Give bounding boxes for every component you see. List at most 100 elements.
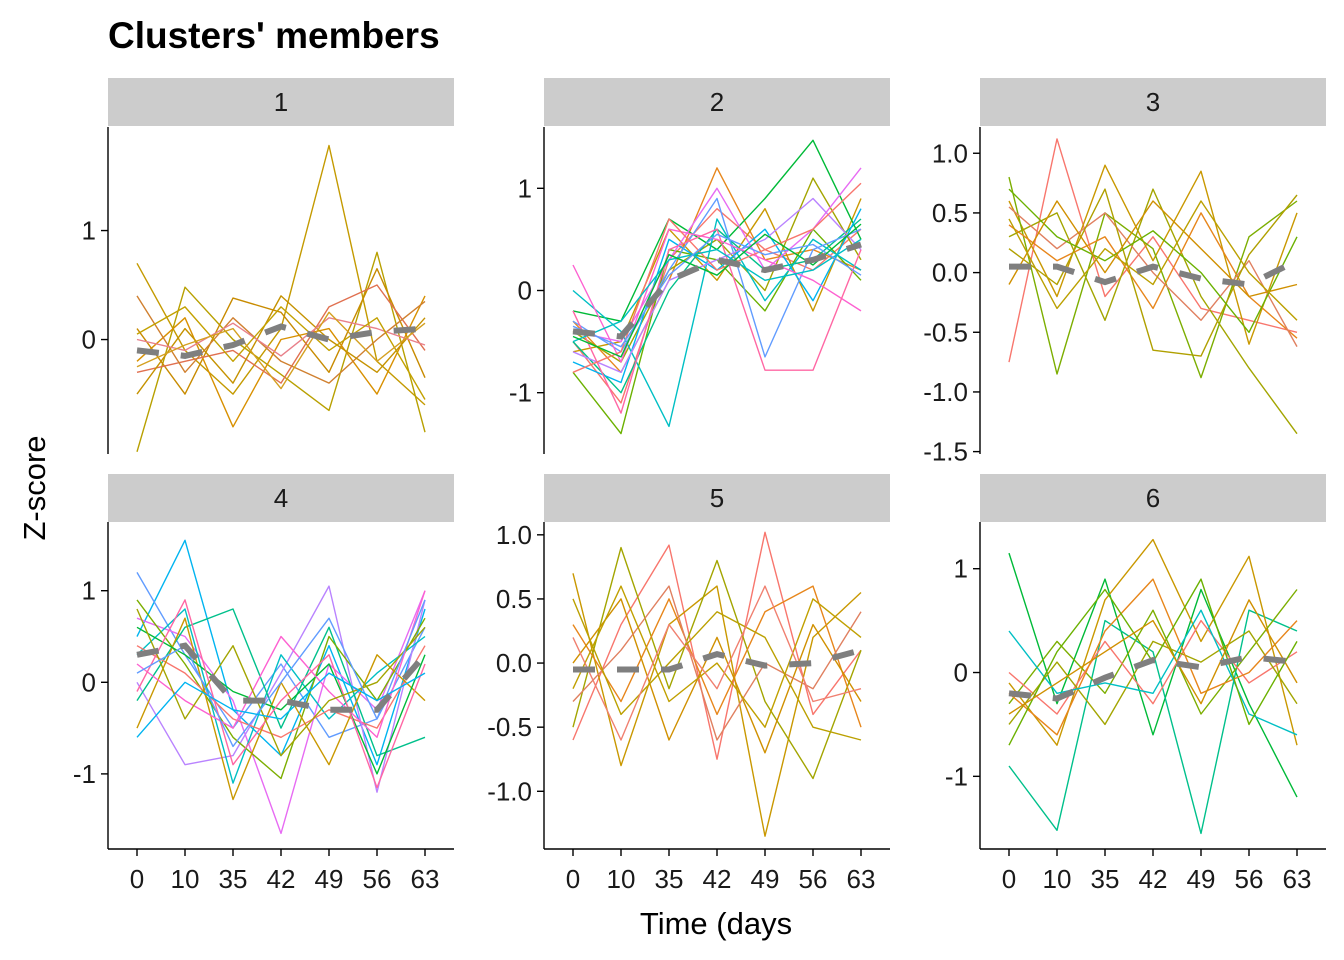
cluster-center-line xyxy=(136,323,426,359)
member-series-line xyxy=(572,228,862,414)
x-tick-label: 63 xyxy=(1283,864,1312,894)
member-series-line xyxy=(1008,188,1298,357)
member-series-line xyxy=(136,608,426,757)
member-series-line xyxy=(136,599,426,789)
member-series-line xyxy=(1008,552,1298,798)
member-series-line xyxy=(1008,188,1298,435)
x-tick-label: 49 xyxy=(1187,864,1216,894)
member-series-line xyxy=(572,585,862,728)
member-series-line xyxy=(1008,200,1298,298)
y-tick-label: 0 xyxy=(518,276,532,306)
y-tick-label: 0.5 xyxy=(932,198,968,228)
facet-panel-2: 2 -1 0 1 xyxy=(509,78,890,454)
y-tick-label: 0.0 xyxy=(932,258,968,288)
y-tick-label: 0.5 xyxy=(496,584,532,614)
x-tick-label: 63 xyxy=(411,864,440,894)
x-tick-label: 49 xyxy=(751,864,780,894)
facet-strip-label: 4 xyxy=(274,483,288,513)
member-series-line xyxy=(572,228,862,363)
y-tick-label: 1.0 xyxy=(932,138,968,168)
member-series-line xyxy=(136,295,426,384)
facet-panel-1: 1 0 1 xyxy=(82,78,454,454)
y-tick-label: 1 xyxy=(954,554,968,584)
x-tick-label: 0 xyxy=(566,864,580,894)
x-tick-label: 42 xyxy=(1139,864,1168,894)
y-tick-label: -1 xyxy=(73,759,96,789)
member-series-line xyxy=(572,233,862,348)
x-tick-label: 56 xyxy=(799,864,828,894)
member-series-line xyxy=(572,223,862,358)
member-series-line xyxy=(572,197,862,373)
y-tick-label: -1 xyxy=(945,761,968,791)
cluster-center-line xyxy=(572,241,862,340)
x-tick-label: 56 xyxy=(1235,864,1264,894)
member-series-line xyxy=(1008,589,1298,715)
member-series-line xyxy=(572,218,862,428)
y-tick-label: -0.5 xyxy=(923,317,968,347)
x-tick-label: 63 xyxy=(847,864,876,894)
x-tick-label: 35 xyxy=(1091,864,1120,894)
member-series-line xyxy=(136,295,426,395)
member-series-line xyxy=(1008,138,1298,363)
member-series-line xyxy=(1008,609,1298,736)
member-series-line xyxy=(136,295,426,428)
y-tick-label: 0.0 xyxy=(496,648,532,678)
y-tick-label: -1.5 xyxy=(923,437,968,467)
member-series-line xyxy=(136,626,426,775)
member-series-line xyxy=(1008,164,1298,345)
y-tick-label: -0.5 xyxy=(487,712,532,742)
chart-title: Clusters' members xyxy=(108,15,440,56)
cluster-center-line xyxy=(136,642,428,713)
member-series-line xyxy=(1008,599,1298,715)
y-tick-label: 1 xyxy=(82,576,96,606)
x-tick-label: 42 xyxy=(267,864,296,894)
x-axis-title: Time (days xyxy=(640,906,792,941)
facet-strip-3 xyxy=(980,78,1326,126)
member-series-line xyxy=(572,531,862,760)
member-series-line xyxy=(136,284,426,384)
y-tick-label: 1.0 xyxy=(496,520,532,550)
facet-strip-label: 5 xyxy=(710,483,724,513)
y-axis-title: Z-score xyxy=(17,435,52,540)
cluster-center-line xyxy=(1008,653,1298,702)
facet-strip-4 xyxy=(108,474,454,522)
member-series-line xyxy=(136,672,426,738)
member-series-line xyxy=(1008,619,1298,715)
facet-strip-label: 6 xyxy=(1146,483,1160,513)
x-tick-label: 35 xyxy=(655,864,684,894)
member-series-line xyxy=(136,585,426,793)
member-series-line xyxy=(136,608,426,757)
member-series-line xyxy=(136,590,426,738)
facet-strip-label: 2 xyxy=(710,87,724,117)
cluster-center-line xyxy=(573,647,862,673)
member-series-line xyxy=(136,306,426,400)
member-series-line xyxy=(1008,578,1298,736)
facet-panel-5: 5 -1.0 -0.5 0.0 0.5 1.0 0 10 35 42 49 56 63 xyxy=(487,474,890,894)
member-series-line xyxy=(1008,630,1298,726)
member-series-line xyxy=(1008,200,1298,321)
member-series-line xyxy=(136,645,426,738)
y-tick-label: -1 xyxy=(509,378,532,408)
x-tick-label: 10 xyxy=(607,864,636,894)
member-series-line xyxy=(572,585,862,741)
facet-strip-2 xyxy=(544,78,890,126)
member-series-line xyxy=(1008,188,1298,333)
facet-strip-label: 3 xyxy=(1146,87,1160,117)
facet-strip-6 xyxy=(980,474,1326,522)
cluster-center-line xyxy=(1009,258,1299,288)
member-series-line xyxy=(136,311,426,390)
member-series-line xyxy=(1008,176,1298,379)
member-series-line xyxy=(136,317,426,357)
member-series-line xyxy=(136,268,426,395)
member-series-line xyxy=(572,546,862,780)
y-tick-label: -1.0 xyxy=(487,776,532,806)
facet-strip-1 xyxy=(108,78,454,126)
facet-strip-5 xyxy=(544,474,890,522)
x-tick-label: 56 xyxy=(363,864,392,894)
y-tick-label: 1 xyxy=(82,216,96,246)
member-series-line xyxy=(136,251,426,452)
member-series-line xyxy=(572,238,862,343)
